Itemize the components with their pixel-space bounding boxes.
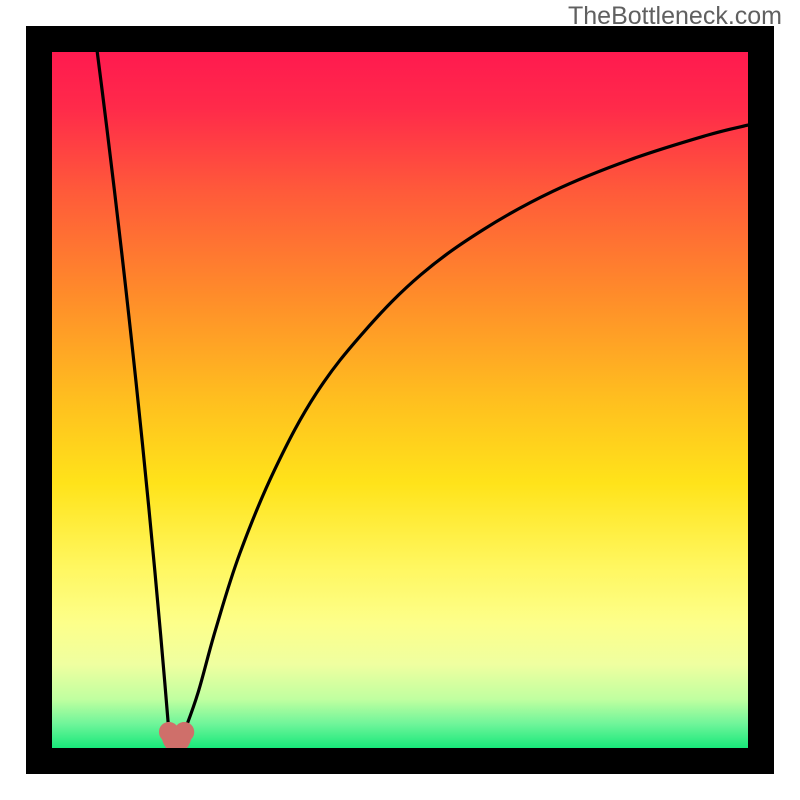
chart-frame: TheBottleneck.com: [0, 0, 800, 800]
watermark-text: TheBottleneck.com: [568, 2, 782, 31]
plot-border: [26, 26, 774, 774]
